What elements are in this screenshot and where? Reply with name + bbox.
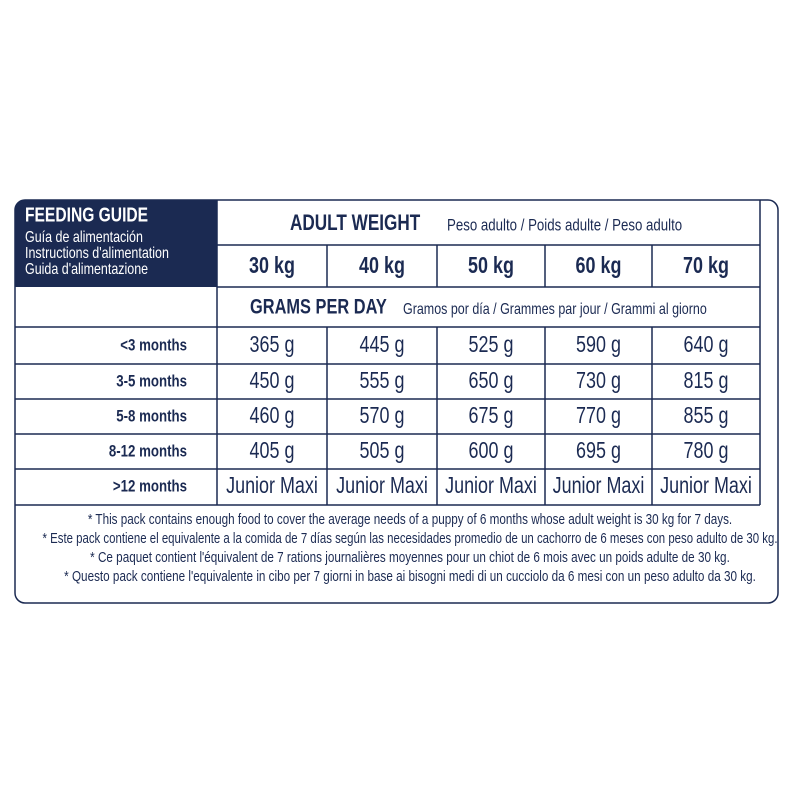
cell: 650 g <box>469 367 514 393</box>
cell: 445 g <box>360 331 405 357</box>
cell: 405 g <box>250 437 295 463</box>
row-label: 5-8 months <box>116 406 187 425</box>
cell: Junior Maxi <box>336 472 428 498</box>
cell: Junior Maxi <box>660 472 752 498</box>
cell: 555 g <box>360 367 405 393</box>
cell: 695 g <box>576 437 621 463</box>
cell: Junior Maxi <box>445 472 537 498</box>
cell: 590 g <box>576 331 621 357</box>
cell: 730 g <box>576 367 621 393</box>
cell: 570 g <box>360 402 405 428</box>
cell: 450 g <box>250 367 295 393</box>
adult-weight-translations: Peso adulto / Poids adulte / Peso adulto <box>447 215 682 234</box>
cell: 460 g <box>250 402 295 428</box>
footnote: * This pack contains enough food to cove… <box>88 511 732 528</box>
cell: 815 g <box>684 367 729 393</box>
grams-label: GRAMS PER DAY <box>250 296 387 319</box>
adult-weight-label: ADULT WEIGHT <box>290 210 421 235</box>
cell: 365 g <box>250 331 295 357</box>
header-subtitle: Guida d'alimentazione <box>25 261 148 278</box>
cell: 600 g <box>469 437 514 463</box>
cell: Junior Maxi <box>226 472 318 498</box>
weight-header: 60 kg <box>576 252 622 278</box>
panel-border <box>14 199 779 604</box>
row-label: <3 months <box>120 335 187 354</box>
footnote: * Este pack contiene el equivalente a la… <box>43 530 778 547</box>
weight-header: 40 kg <box>359 252 405 278</box>
cell: 855 g <box>684 402 729 428</box>
weight-header: 70 kg <box>683 252 729 278</box>
weight-header: 30 kg <box>249 252 295 278</box>
row-label: >12 months <box>113 476 187 495</box>
header-subtitle: Guía de alimentación <box>25 229 143 246</box>
header-title: FEEDING GUIDE <box>25 204 148 226</box>
header-box <box>15 200 217 287</box>
cell: 770 g <box>576 402 621 428</box>
footnote: * Questo pack contiene l'equivalente in … <box>64 568 756 585</box>
cell: 525 g <box>469 331 514 357</box>
row-label: 3-5 months <box>116 371 187 390</box>
grams-translations: Gramos por día / Grammes par jour / Gram… <box>403 301 707 318</box>
footnote: * Ce paquet contient l'équivalent de 7 r… <box>90 549 730 566</box>
header-subtitle: Instructions d'alimentation <box>25 245 169 262</box>
table-grid <box>15 200 761 506</box>
row-label: 8-12 months <box>109 441 187 460</box>
cell: 780 g <box>684 437 729 463</box>
cell: Junior Maxi <box>553 472 645 498</box>
cell: 640 g <box>684 331 729 357</box>
cell: 505 g <box>360 437 405 463</box>
weight-header: 50 kg <box>468 252 514 278</box>
cell: 675 g <box>469 402 514 428</box>
